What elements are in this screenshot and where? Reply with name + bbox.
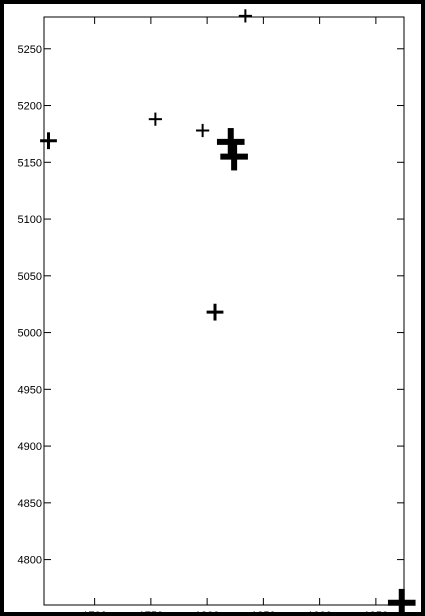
y-tick-label: 4900: [18, 441, 42, 453]
data-point: [206, 303, 224, 321]
data-point: [387, 588, 416, 616]
plot-area: [43, 16, 405, 606]
data-point: [238, 9, 252, 23]
data-point: [40, 132, 57, 150]
y-tick-label: 5150: [18, 157, 42, 169]
axis-tick-labels: 1700 1750 1800 1850 1900 1950 4800 4850 4900 4950…: [18, 44, 389, 616]
axis-ticks: [44, 17, 404, 605]
data-point: [216, 128, 245, 156]
y-tick-label: 5200: [18, 101, 42, 113]
x-tick-label: 1700: [82, 610, 106, 616]
data-point: [148, 112, 162, 126]
x-tick-label: 1800: [195, 610, 219, 616]
y-tick-label: 4850: [18, 498, 42, 510]
x-tick-label: 1950: [364, 610, 388, 616]
x-tick-label: 1750: [139, 610, 163, 616]
y-tick-label: 5250: [18, 44, 42, 56]
y-tick-label: 5100: [18, 214, 42, 226]
data-point: [220, 142, 248, 171]
y-tick-label: 4950: [18, 384, 42, 396]
y-tick-label: 5050: [18, 271, 42, 283]
y-tick-label: 4800: [18, 555, 42, 567]
data-points: [40, 9, 416, 616]
data-point: [196, 123, 210, 138]
x-tick-label: 1850: [251, 610, 275, 616]
x-tick-label: 1900: [307, 610, 331, 616]
y-tick-label: 5000: [18, 328, 42, 340]
